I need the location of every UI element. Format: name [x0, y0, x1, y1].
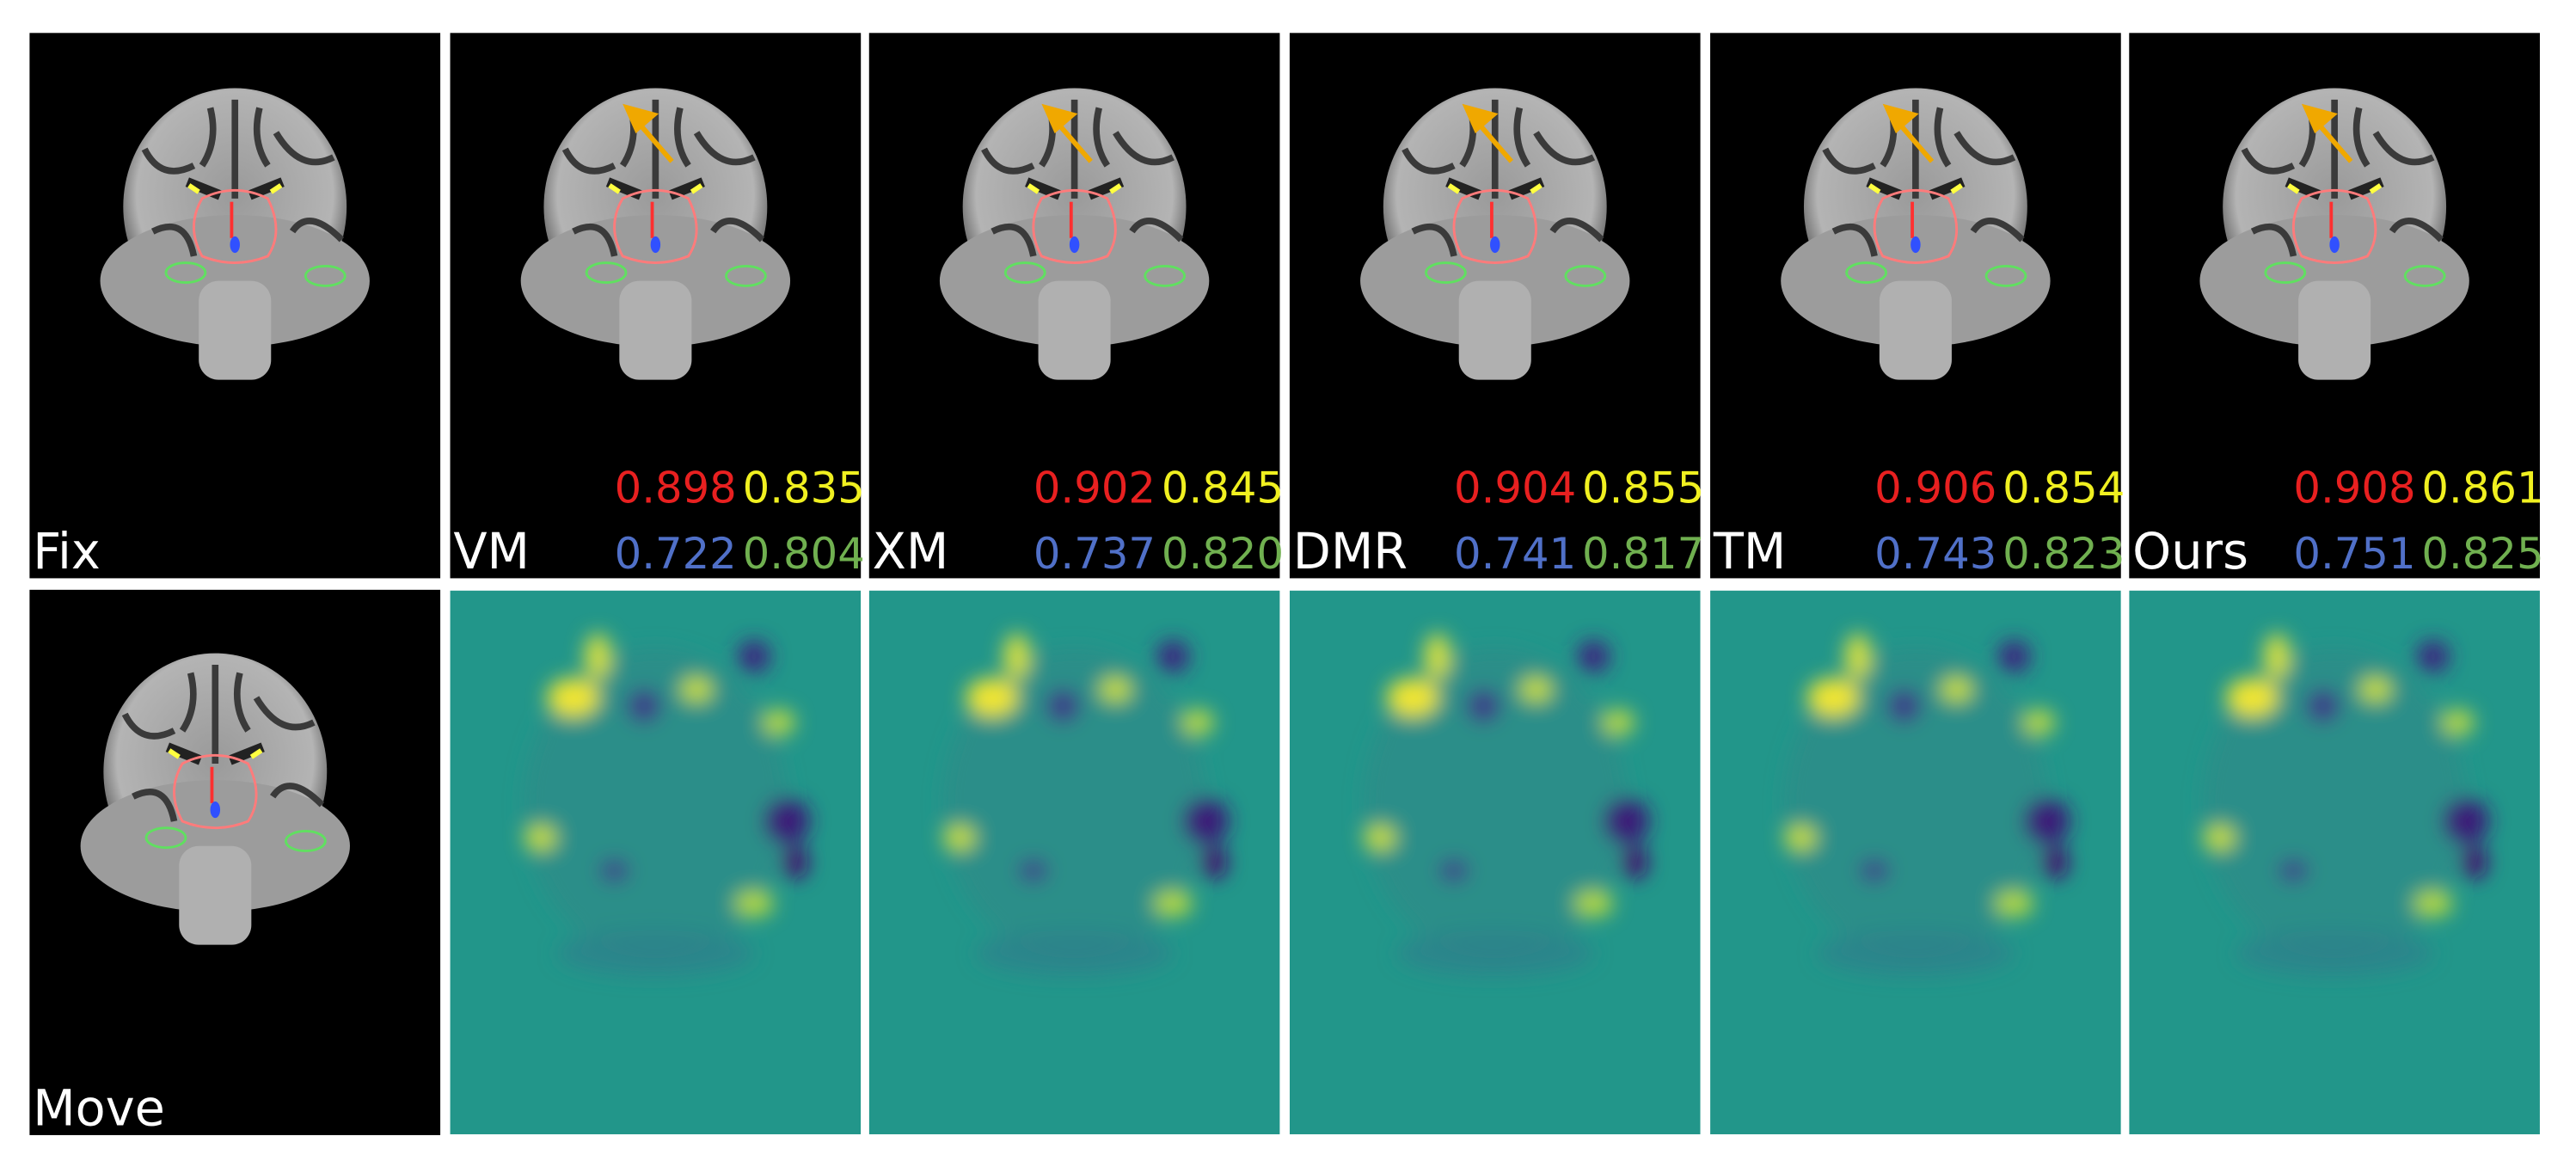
arrow: [637, 121, 674, 163]
deformation-map: [869, 591, 1280, 1134]
arrow: [1056, 121, 1093, 163]
dice-score: 0.743: [1874, 529, 1996, 579]
dice-score: 0.825: [2421, 529, 2543, 579]
dice-score: 0.751: [2293, 529, 2415, 579]
arrow-head: [1882, 103, 1919, 134]
method-label: XM: [873, 523, 949, 580]
dice-score: 0.737: [1033, 529, 1156, 579]
method-label: VM: [453, 523, 530, 580]
dice-score: 0.722: [615, 529, 737, 579]
method-label: Fix: [33, 523, 101, 580]
arrow: [1476, 121, 1514, 163]
deformation-map: [1710, 591, 2121, 1134]
dice-score: 0.861: [2421, 463, 2543, 513]
dice-score: 0.741: [1454, 529, 1576, 579]
deformation-map: [1290, 591, 1701, 1134]
arrow-head: [2301, 103, 2338, 134]
deformation-map: [451, 591, 862, 1134]
dice-score: 0.902: [1033, 463, 1156, 513]
dice-score: 0.823: [2003, 529, 2125, 579]
dice-score: 0.804: [743, 529, 865, 579]
dice-score: 0.904: [1454, 463, 1576, 513]
dice-score: 0.854: [2003, 463, 2125, 513]
dice-score: 0.906: [1874, 463, 1996, 513]
dice-score: 0.855: [1582, 463, 1704, 513]
dice-score: 0.820: [1162, 529, 1284, 579]
dice-score: 0.835: [743, 463, 865, 513]
method-label: DMR: [1293, 523, 1408, 580]
dice-score: 0.898: [615, 463, 737, 513]
dice-score: 0.817: [1582, 529, 1704, 579]
method-label: TM: [1713, 523, 1786, 580]
arrow-head: [623, 103, 659, 134]
arrow: [1897, 121, 1935, 163]
dice-score: 0.845: [1162, 463, 1284, 513]
arrow-head: [1462, 103, 1499, 134]
move-label: Move: [33, 1079, 165, 1137]
deformation-map: [2129, 591, 2540, 1134]
dice-score: 0.908: [2293, 463, 2415, 513]
arrow-head: [1041, 103, 1078, 134]
arrow: [2315, 121, 2353, 163]
method-label: Ours: [2132, 523, 2248, 580]
